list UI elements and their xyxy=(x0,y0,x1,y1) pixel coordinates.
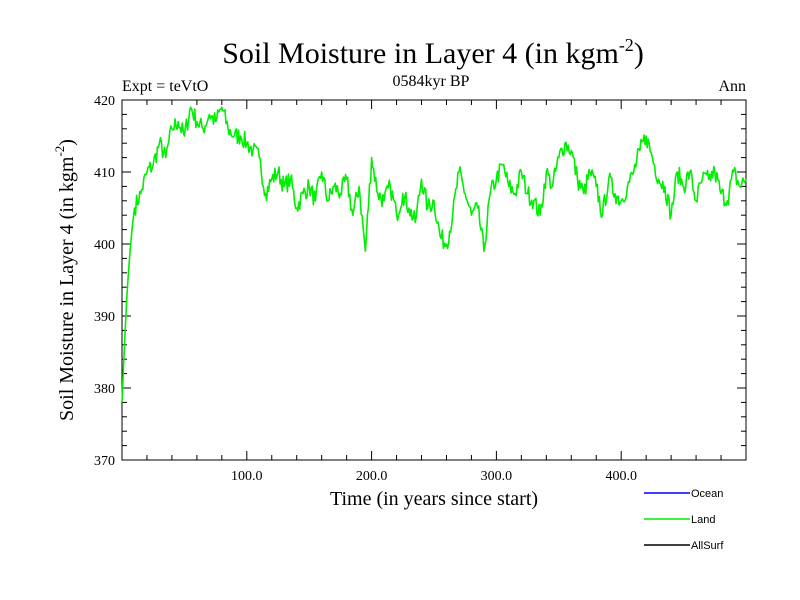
x-tick-label: 300.0 xyxy=(481,469,513,484)
y-axis: 370 380 390 400 410 420 xyxy=(94,94,746,469)
y-tick-label: 420 xyxy=(94,94,115,109)
x-tick-label: 400.0 xyxy=(605,469,637,484)
y-tick-label: 390 xyxy=(94,310,115,325)
series-line-land xyxy=(121,106,747,403)
x-tick-label: 200.0 xyxy=(356,469,388,484)
season-label: Ann xyxy=(718,78,746,95)
x-axis: 100.0 200.0 300.0 400.0 xyxy=(146,100,722,484)
y-tick-label: 370 xyxy=(94,454,115,469)
legend-label: Land xyxy=(691,514,715,526)
legend-label: AllSurf xyxy=(691,540,724,552)
legend-label: Ocean xyxy=(691,488,723,500)
chart-title: Soil Moisture in Layer 4 (in kgm-2) xyxy=(222,35,644,70)
x-axis-label: Time (in years since start) xyxy=(330,488,538,510)
chart-subtitle: 0584kyr BP xyxy=(393,73,470,90)
x-tick-label: 100.0 xyxy=(231,469,263,484)
series-group xyxy=(121,106,747,403)
y-tick-label: 410 xyxy=(94,166,115,181)
legend: Ocean Land AllSurf xyxy=(644,488,724,552)
experiment-label: Expt = teVtO xyxy=(122,78,208,95)
plot-frame xyxy=(121,99,747,461)
y-axis-label: Soil Moisture in Layer 4 (in kgm-2) xyxy=(52,139,78,421)
y-tick-label: 380 xyxy=(94,382,115,397)
y-tick-label: 400 xyxy=(94,238,115,253)
